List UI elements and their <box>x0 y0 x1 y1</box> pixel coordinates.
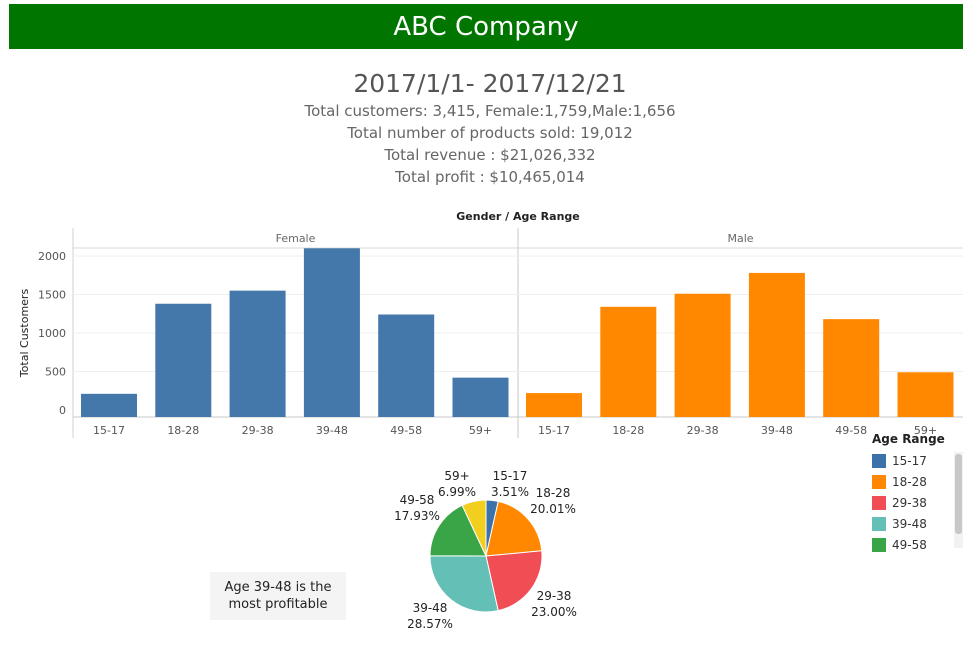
bar <box>897 372 954 417</box>
y-tick-label: 500 <box>45 366 66 379</box>
bar <box>823 319 880 417</box>
legend-swatch <box>872 453 886 468</box>
pie-slice-label: 29-38 <box>537 589 572 603</box>
summary-block: 2017/1/1- 2017/12/21 Total customers: 3,… <box>0 68 980 188</box>
pie-slice-label: 18-28 <box>536 486 571 500</box>
legend-scroll-thumb[interactable] <box>955 454 962 534</box>
pie-slice-percent: 3.51% <box>491 485 529 499</box>
pie-slice-percent: 6.99% <box>438 485 476 499</box>
bar <box>526 393 582 417</box>
legend-item[interactable]: 49-58 <box>872 534 967 555</box>
legend-swatch <box>872 537 886 552</box>
products-summary: Total number of products sold: 19,012 <box>347 124 633 142</box>
y-tick-label: 1500 <box>38 289 66 302</box>
bar <box>674 293 731 417</box>
insight-callout: Age 39-48 is the most profitable <box>210 572 346 620</box>
bar-chart: 0 500 1000 1500 2000 Total Customers Female 15-… <box>18 228 963 438</box>
x-tick-label: 18-28 <box>612 424 644 437</box>
pie-slice-percent: 20.01% <box>530 502 576 516</box>
pie-slice-percent: 23.00% <box>531 605 577 619</box>
age-range-legend: Age Range 15-17 18-28 29-38 39-48 49-58 <box>872 432 967 552</box>
pie-slice <box>461 499 487 557</box>
x-tick-label: 49-58 <box>390 424 422 437</box>
pie-slice-percent: 28.57% <box>407 617 453 631</box>
bar <box>81 393 137 417</box>
x-tick-label: 49-58 <box>835 424 867 437</box>
pie-slice <box>485 500 543 557</box>
legend-swatch <box>872 516 886 531</box>
legend-item[interactable]: 29-38 <box>872 492 967 513</box>
legend-swatch <box>872 474 886 489</box>
panel-header-label: Male <box>727 232 753 245</box>
legend-label: 29-38 <box>892 495 927 510</box>
callout-text: Age 39-48 is the most profitable <box>224 580 332 612</box>
y-tick-label: 1000 <box>38 327 66 340</box>
pie-slice <box>429 555 499 613</box>
company-title: ABC Company <box>393 11 579 42</box>
x-tick-label: 59+ <box>469 424 492 437</box>
legend-label: 15-17 <box>892 453 927 468</box>
legend-swatch <box>872 495 886 510</box>
legend-label: 39-48 <box>892 516 927 531</box>
pie-slice-label: 15-17 <box>493 469 528 483</box>
customers-summary: Total customers: 3,415, Female:1,759,Mal… <box>304 102 676 120</box>
bar <box>748 272 805 417</box>
bar <box>303 248 360 417</box>
x-tick-label: 18-28 <box>167 424 199 437</box>
bar <box>229 290 286 417</box>
y-tick-label: 2000 <box>38 250 66 263</box>
bar <box>378 314 435 417</box>
bar <box>155 303 212 417</box>
legend-item[interactable]: 18-28 <box>872 471 967 492</box>
pie-slice <box>429 504 487 557</box>
pie-slice-label: 59+ <box>444 469 469 483</box>
pie-slice-label: 39-48 <box>413 601 448 615</box>
x-tick-label: 39-48 <box>761 424 793 437</box>
profit-summary: Total profit : $10,465,014 <box>395 168 585 186</box>
date-range: 2017/1/1- 2017/12/21 <box>353 69 627 98</box>
x-tick-label: 15-17 <box>538 424 570 437</box>
x-tick-label: 59+ <box>914 424 937 437</box>
x-tick-label: 39-48 <box>316 424 348 437</box>
panel-header-label: Female <box>276 232 316 245</box>
legend-scrollbar[interactable] <box>954 452 963 548</box>
y-axis-label: Total Customers <box>18 289 31 379</box>
bar-chart-title: Gender / Age Range <box>456 210 580 223</box>
revenue-summary: Total revenue : $21,026,332 <box>384 146 596 164</box>
bar <box>452 377 509 417</box>
legend-title: Age Range <box>872 432 945 446</box>
bar <box>600 306 657 417</box>
legend-label: 18-28 <box>892 474 927 489</box>
y-tick-label: 0 <box>59 404 66 417</box>
legend-label: 49-58 <box>892 537 927 552</box>
pie-slice <box>485 550 543 612</box>
x-tick-label: 29-38 <box>242 424 274 437</box>
legend-item[interactable]: 15-17 <box>872 450 967 471</box>
legend-item[interactable]: 39-48 <box>872 513 967 534</box>
pie-slice-label: 49-58 <box>400 493 435 507</box>
x-tick-label: 29-38 <box>687 424 719 437</box>
pie-slice-percent: 17.93% <box>394 509 440 523</box>
x-tick-label: 15-17 <box>93 424 125 437</box>
company-banner: ABC Company <box>9 4 963 49</box>
